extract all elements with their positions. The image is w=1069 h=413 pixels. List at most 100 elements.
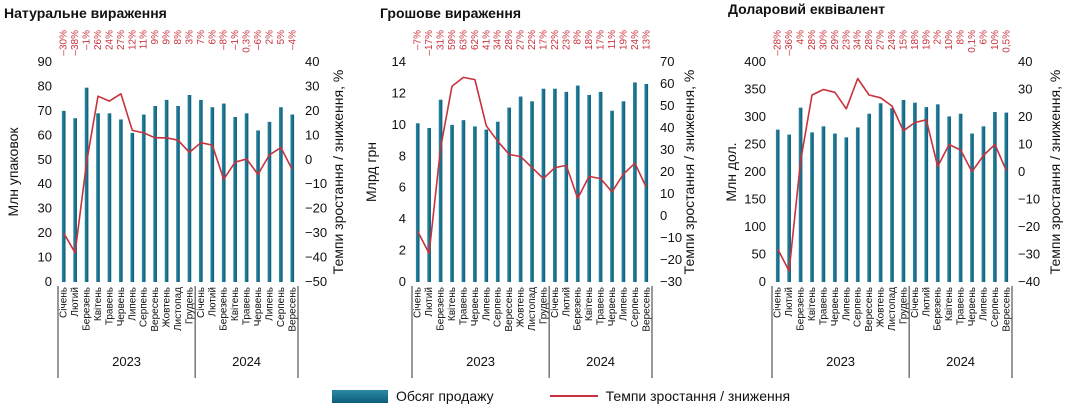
- month-label: Серпень: [990, 287, 1001, 327]
- y2-tick-label: 0: [305, 152, 312, 167]
- legend-swatch-line: [549, 395, 598, 397]
- pct-label: 18%: [584, 30, 595, 50]
- bar: [210, 107, 215, 282]
- month-label: Лютий: [424, 287, 435, 317]
- month-label: Вересень: [641, 287, 652, 332]
- bar: [924, 107, 929, 282]
- pct-label: 27%: [876, 30, 887, 50]
- bar: [484, 129, 489, 282]
- pct-label: 4%: [796, 30, 807, 45]
- pct-label: 18%: [910, 30, 921, 50]
- pct-label: 11%: [139, 30, 150, 49]
- year-label: 2024: [946, 354, 975, 369]
- bar: [530, 101, 534, 283]
- year-label: 2023: [466, 354, 495, 369]
- pct-label: 28%: [504, 30, 515, 50]
- month-label: Серпень: [493, 287, 504, 327]
- y-tick-label: 10: [38, 250, 52, 265]
- y-tick-label: 150: [744, 192, 766, 207]
- month-label: Липень: [127, 287, 138, 321]
- month-label: Січень: [773, 287, 784, 318]
- month-label: Липень: [264, 287, 275, 321]
- y-tick-label: 0: [759, 274, 766, 289]
- month-label: Квітень: [230, 287, 241, 321]
- month-label: Березень: [219, 287, 230, 331]
- bar: [233, 117, 237, 282]
- bar: [901, 99, 906, 282]
- bar: [199, 99, 203, 282]
- bar: [833, 133, 837, 282]
- y2-tick-label: 30: [305, 78, 319, 93]
- pct-label: 27%: [116, 30, 127, 50]
- pct-label: –6%: [253, 30, 264, 50]
- pct-label: 7%: [196, 30, 207, 45]
- y-tick-label: 12: [392, 85, 406, 100]
- month-label: Червень: [253, 287, 264, 326]
- month-label: Березень: [933, 287, 944, 331]
- y2-tick-label: −50: [305, 274, 327, 289]
- y-tick-label: 100: [744, 219, 766, 234]
- month-label: Вересень: [864, 287, 875, 332]
- y-tick-label: 90: [38, 54, 52, 69]
- pct-label: 10%: [990, 30, 1001, 50]
- bar: [541, 88, 546, 282]
- bar: [415, 123, 420, 283]
- pct-label: 27%: [516, 30, 527, 50]
- month-label: Лютий: [70, 287, 81, 317]
- month-label: Квітень: [93, 287, 104, 321]
- pct-label: 62%: [470, 30, 481, 50]
- bar: [970, 133, 974, 282]
- bar: [575, 85, 580, 282]
- month-label: Грудень: [538, 287, 549, 324]
- bar: [913, 102, 917, 282]
- y2-tick-label: 20: [660, 164, 674, 179]
- pct-label: 23%: [561, 30, 572, 50]
- y-tick-label: 4: [399, 211, 406, 226]
- pct-label: 5%: [276, 30, 287, 45]
- y2-tick-label: −20: [305, 201, 327, 216]
- pct-label: 63%: [458, 30, 469, 50]
- month-label: Березень: [573, 287, 584, 331]
- growth-line: [776, 77, 1008, 272]
- y-tick-label: 14: [392, 54, 406, 69]
- month-label: Серпень: [276, 287, 287, 327]
- month-label: Вересень: [150, 287, 161, 332]
- y-tick-label: 20: [38, 225, 52, 240]
- pct-label: 17%: [538, 30, 549, 50]
- month-label: Лютий: [784, 287, 795, 317]
- bar: [855, 127, 860, 282]
- bar: [495, 121, 500, 282]
- year-label: 2024: [586, 354, 615, 369]
- y-tick-label: 350: [744, 82, 766, 97]
- y2-tick-label: 40: [660, 120, 674, 135]
- pct-label: 8%: [173, 30, 184, 45]
- month-label: Червень: [470, 287, 481, 326]
- pct-label: 6%: [207, 30, 218, 45]
- pct-label: 22%: [527, 30, 538, 50]
- month-label: Квітень: [447, 287, 458, 321]
- pct-label: 13%: [641, 30, 652, 50]
- pct-label: 23%: [841, 30, 852, 50]
- bar: [518, 96, 523, 282]
- month-label: Вересень: [504, 287, 515, 332]
- bar: [993, 112, 997, 282]
- y2-tick-label: 40: [1018, 54, 1032, 69]
- pct-label: 28%: [807, 30, 818, 50]
- y2-tick-label: 40: [305, 54, 319, 69]
- bar: [176, 106, 180, 282]
- year-label: 2023: [826, 354, 855, 369]
- y-tick-label: 80: [38, 78, 52, 93]
- y2-tick-label: 0: [660, 208, 667, 223]
- y-tick-label: 70: [38, 103, 52, 118]
- y2-tick-label: −10: [660, 230, 682, 245]
- bar: [244, 113, 249, 282]
- month-label: Січень: [910, 287, 921, 318]
- bar: [473, 126, 477, 282]
- y2-tick-label: 30: [1018, 82, 1032, 97]
- y-tick-label: 0: [45, 274, 52, 289]
- month-label: Травень: [956, 287, 967, 325]
- month-label: Червень: [607, 287, 618, 326]
- month-label: Червень: [830, 287, 841, 326]
- pct-label: –17%: [424, 30, 435, 56]
- chart-monetary: Грошове вираження 0 2 4 6 8 10 12 14 −30 −20 −10 0 10…: [363, 5, 697, 378]
